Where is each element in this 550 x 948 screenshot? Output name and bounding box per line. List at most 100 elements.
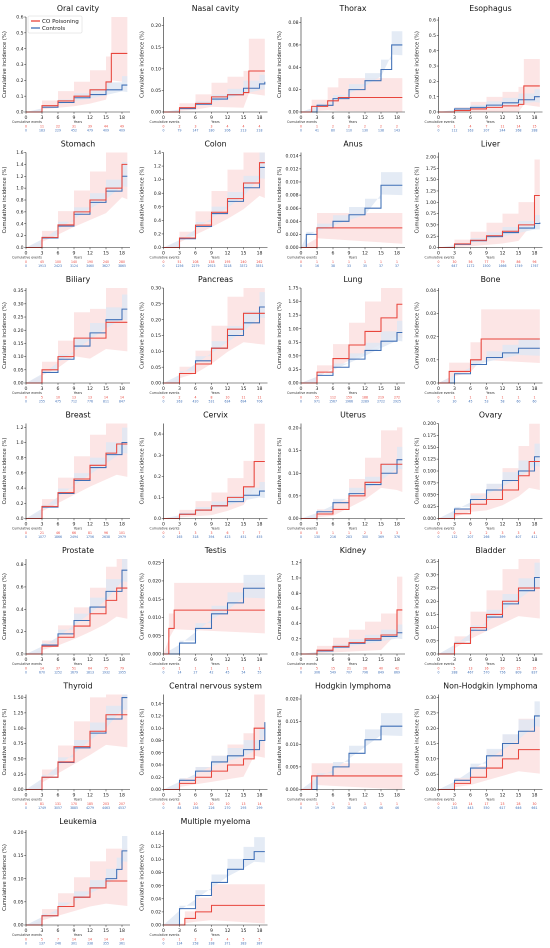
y-tick-label: 0.125 [423,457,436,463]
x-tick-label: 15 [516,386,522,392]
risk-controls-value: 1666 [499,264,507,268]
risk-controls-value: 45 [226,671,230,675]
panel-breast: Breast Cumulative incidence (%) 0.0 0.2 0.4 0… [2,411,130,539]
y-tick-label: 0.1 [16,94,23,100]
x-tick-label: 18 [119,657,125,663]
y-tick-label: 0.008 [285,193,298,199]
y-tick-label: 1.0 [291,576,298,582]
risk-controls-value: 0 [25,264,27,268]
y-tick-label: 0.30 [13,301,23,307]
co-poisoning-ci-band [26,152,128,248]
panel-title: Lung [343,275,362,284]
risk-controls-value: 207 [468,535,474,539]
co-poisoning-ci-band [301,205,403,248]
x-tick-label: 6 [332,251,335,257]
risk-co-value: 1 [227,667,229,671]
x-tick-label: 12 [225,251,231,257]
risk-co-value: 14 [258,802,262,806]
x-tick-label: 18 [119,522,125,528]
x-tick-label: 12 [500,522,506,528]
panel-title: Central nervous system [169,682,262,691]
risk-controls-value: 1567 [329,400,337,404]
risk-co-value: 203 [103,802,109,806]
controls-line [438,456,540,520]
risk-controls-value: 355 [103,942,109,946]
y-tick-label: 0.20 [151,23,161,29]
co-poisoning-ci-band [301,573,403,654]
x-tick-label: 0 [162,522,165,528]
panel-lung: Lung Cumulative incidence (%) 0.00 0.25 0.50… [277,275,405,404]
risk-controls-value: 0 [163,806,165,810]
y-axis-label: Cumulative incidence (%) [2,844,8,911]
panel-title: Anus [343,140,362,149]
x-tick-label: 9 [73,522,76,528]
risk-co-value: 1 [179,667,181,671]
x-tick-label: 9 [73,928,76,934]
risk-table-label: Cumulative events [425,391,455,395]
risk-co-value: 0 [454,531,456,535]
risk-table-label: Cumulative events [12,798,42,802]
x-tick-label: 0 [162,928,165,934]
risk-controls-value: 1866 [54,535,62,539]
risk-controls-value: 3885 [70,806,78,810]
panel-uterus: Uterus Cumulative incidence (%) 0.00 0.05 0.… [277,411,405,539]
risk-controls-value: 258 [193,942,199,946]
x-tick-label: 3 [41,928,44,934]
y-tick-label: 0.6 [16,15,23,21]
y-tick-label: 0.20 [13,830,23,836]
risk-controls-value: 1767 [531,264,539,268]
co-poisoning-line [301,609,403,655]
x-tick-label: 0 [25,251,28,257]
risk-controls-value: 756 [500,671,506,675]
y-axis-label: Cumulative incidence (%) [140,844,146,911]
y-tick-label: 0.50 [426,222,436,228]
risk-controls-value: 295 [241,806,247,810]
x-tick-label: 0 [437,251,440,257]
risk-table-label: Cumulative events [425,662,455,666]
co-poisoning-ci-band [26,423,128,519]
y-tick-label: 0.2 [154,474,161,480]
x-axis-label: Years [211,120,220,124]
risk-controls-value: 399 [500,535,506,539]
risk-controls-value: 180 [209,129,215,133]
y-axis-label: Cumulative incidence (%) [415,573,421,640]
y-tick-label: 0.12 [151,844,161,850]
y-tick-label: 0.05 [288,493,298,499]
risk-controls-value: 299 [257,806,263,810]
risk-co-value: 207 [119,802,125,806]
panel-thyroid: Thyroid Cumulative incidence (%) 0.00 0.25 0… [2,682,130,810]
y-tick-label: 1.2 [16,425,23,431]
controls-ci-band [163,481,265,519]
y-axis-label: Cumulative incidence (%) [277,438,283,505]
x-tick-label: 15 [241,522,247,528]
risk-controls-value: 244 [500,129,506,133]
co-poisoning-line [163,460,265,520]
co-poisoning-line [438,85,540,113]
risk-controls-value: 55 [258,671,262,675]
x-tick-label: 12 [87,522,93,528]
panel-title: Leukemia [59,817,97,826]
risk-co-value: 14 [517,125,521,129]
controls-line [438,96,540,113]
panel-title: Stomach [61,140,95,149]
y-tick-label: 0.6 [16,471,23,477]
x-tick-label: 6 [332,115,335,121]
risk-controls-value: 712 [71,400,77,404]
x-tick-label: 6 [469,522,472,528]
risk-controls-value: 0 [438,400,440,404]
x-tick-label: 18 [532,115,538,121]
y-tick-label: 0.01 [426,357,436,363]
risk-controls-value: 3218 [224,264,232,268]
risk-table-label: Cumulative events [150,256,180,260]
x-tick-label: 9 [210,251,213,257]
y-axis-label: Cumulative incidence (%) [277,709,283,776]
x-tick-label: 12 [500,115,506,121]
co-poisoning-ci-band [26,845,128,925]
risk-controls-value: 137 [39,942,45,946]
y-tick-label: 0.04 [288,65,298,71]
y-tick-label: 0.2 [16,501,23,507]
x-tick-label: 3 [316,251,319,257]
risk-co-value: 0 [300,531,302,535]
panel-hodgkin-lymphoma: Hodgkin lymphoma Cumulative incidence (%)… [277,682,405,810]
x-tick-label: 18 [257,251,263,257]
